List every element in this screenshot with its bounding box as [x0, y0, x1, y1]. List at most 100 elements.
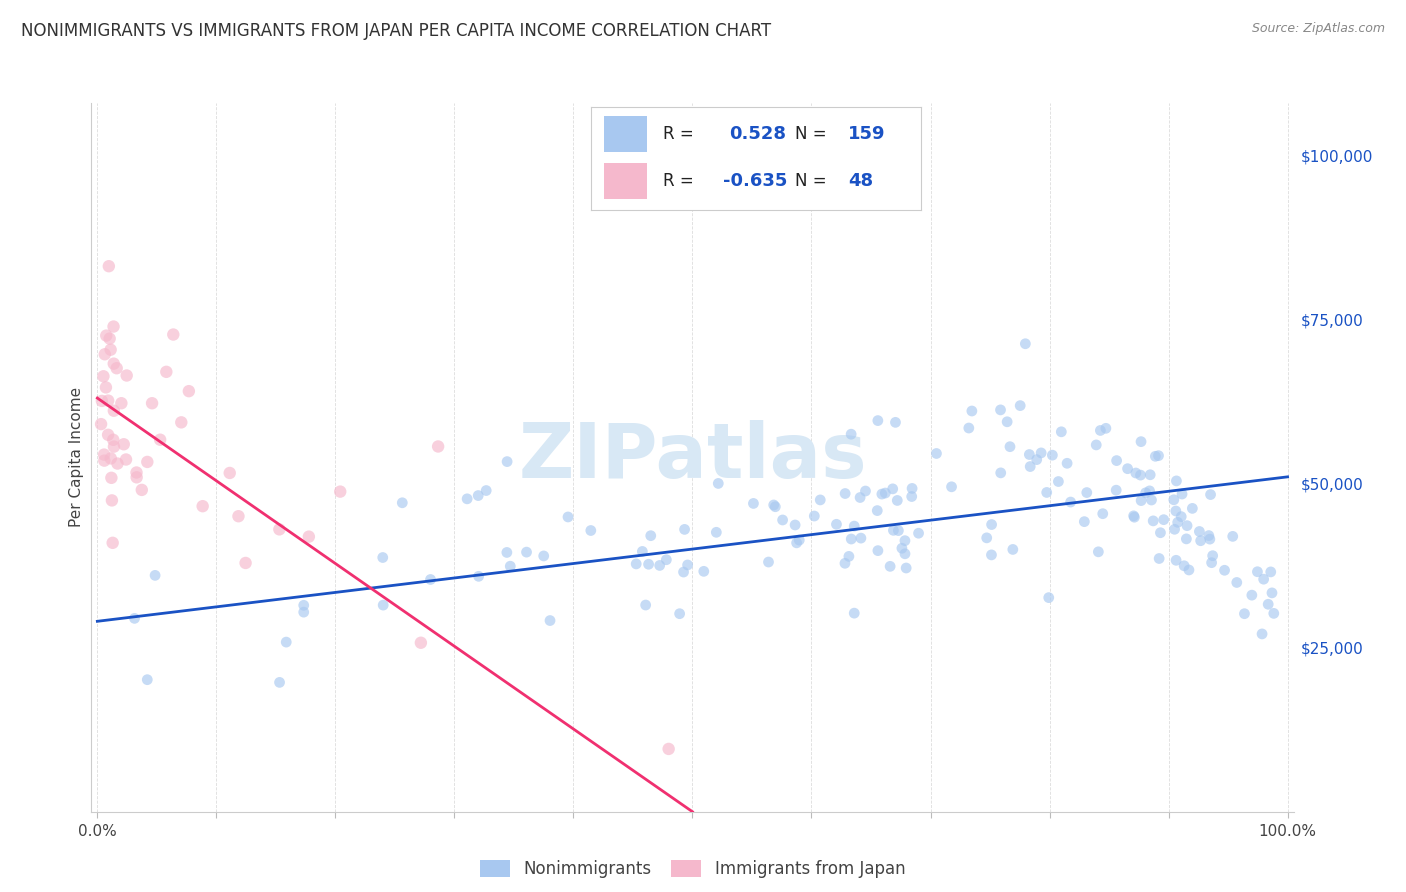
Text: NONIMMIGRANTS VS IMMIGRANTS FROM JAPAN PER CAPITA INCOME CORRELATION CHART: NONIMMIGRANTS VS IMMIGRANTS FROM JAPAN P…: [21, 22, 772, 40]
Point: [1153, 513, 1175, 527]
Point: [107, 457, 129, 471]
Point: [742, 496, 765, 510]
Point: [1105, 483, 1128, 498]
Point: [875, 486, 897, 500]
Point: [1076, 485, 1098, 500]
Point: [1199, 487, 1222, 501]
Point: [1035, 485, 1057, 500]
Point: [1171, 487, 1194, 501]
Point: [1059, 495, 1081, 509]
Point: [693, 565, 716, 579]
Point: [907, 526, 929, 541]
Point: [673, 522, 696, 536]
Point: [100, 343, 122, 357]
Point: [658, 742, 681, 756]
Point: [149, 433, 172, 447]
Text: 159: 159: [848, 125, 886, 144]
Point: [624, 557, 647, 571]
Point: [1123, 510, 1146, 524]
Point: [1040, 448, 1063, 462]
Point: [1164, 553, 1187, 567]
Point: [855, 483, 877, 498]
Point: [96, 328, 118, 343]
Point: [886, 493, 908, 508]
Y-axis label: Per Capita Income: Per Capita Income: [69, 387, 84, 527]
Point: [1188, 524, 1211, 539]
Point: [866, 414, 889, 428]
Point: [849, 531, 872, 545]
Point: [1125, 466, 1147, 480]
Point: [269, 522, 291, 536]
Point: [456, 491, 478, 506]
Text: N =: N =: [796, 172, 827, 190]
Text: ZIPatlas: ZIPatlas: [519, 420, 866, 494]
Point: [925, 446, 948, 460]
Point: [162, 327, 184, 342]
Point: [1213, 563, 1236, 577]
Text: -0.635: -0.635: [723, 172, 787, 190]
Point: [1019, 459, 1042, 474]
Point: [292, 605, 315, 619]
Point: [980, 517, 1002, 532]
Point: [1257, 597, 1279, 611]
Point: [1144, 450, 1167, 464]
Point: [1135, 486, 1157, 500]
FancyBboxPatch shape: [603, 163, 647, 199]
Point: [1261, 586, 1284, 600]
Point: [97, 259, 120, 273]
Point: [93, 448, 115, 462]
Point: [90, 393, 112, 408]
Point: [125, 466, 148, 480]
Point: [884, 415, 907, 429]
Point: [995, 415, 1018, 429]
Point: [1050, 425, 1073, 439]
Point: [882, 524, 904, 538]
Point: [93, 369, 115, 384]
Point: [998, 440, 1021, 454]
Point: [101, 536, 124, 550]
Point: [879, 559, 901, 574]
Point: [1056, 456, 1078, 470]
Point: [894, 547, 917, 561]
Point: [1142, 514, 1164, 528]
Point: [1073, 515, 1095, 529]
Point: [97, 393, 120, 408]
Point: [141, 396, 163, 410]
Point: [1139, 483, 1161, 498]
Point: [1167, 516, 1189, 530]
Point: [112, 437, 135, 451]
Point: [467, 569, 489, 583]
Point: [94, 347, 117, 361]
Text: R =: R =: [664, 125, 695, 144]
Text: R =: R =: [664, 172, 695, 190]
Text: N =: N =: [796, 125, 827, 144]
Point: [515, 545, 537, 559]
Point: [1181, 501, 1204, 516]
Point: [467, 489, 489, 503]
Point: [557, 510, 579, 524]
Point: [1166, 474, 1188, 488]
Point: [1085, 438, 1108, 452]
Point: [803, 509, 825, 524]
Point: [170, 415, 193, 429]
Point: [839, 427, 862, 442]
Point: [100, 471, 122, 485]
Point: [1029, 446, 1052, 460]
Point: [882, 482, 904, 496]
Point: [496, 455, 519, 469]
Point: [100, 451, 122, 466]
Point: [1038, 591, 1060, 605]
Point: [155, 365, 177, 379]
Point: [890, 541, 912, 556]
Text: 48: 48: [848, 172, 873, 190]
Point: [115, 368, 138, 383]
Point: [834, 556, 856, 570]
Point: [1240, 588, 1263, 602]
Point: [143, 568, 166, 582]
Point: [762, 498, 785, 512]
Point: [103, 440, 125, 454]
Point: [94, 380, 117, 394]
Point: [98, 332, 121, 346]
Legend: Nonimmigrants, Immigrants from Japan: Nonimmigrants, Immigrants from Japan: [472, 854, 912, 885]
Point: [900, 490, 922, 504]
